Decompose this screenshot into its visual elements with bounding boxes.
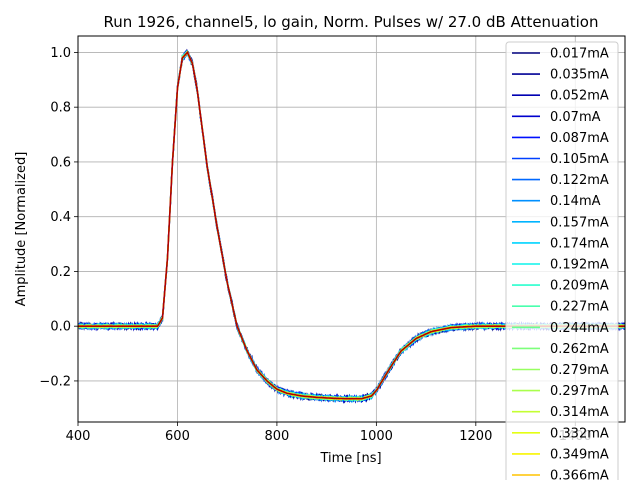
y-tick-label: 1.0 [50,46,71,61]
legend-label: 0.105mA [550,152,609,167]
legend-label: 0.366mA [550,469,609,480]
ticks: 400600800100012001400−0.20.00.20.40.60.8… [39,46,591,444]
chart-title: Run 1926, channel5, lo gain, Norm. Pulse… [103,13,598,31]
x-tick-label: 800 [264,429,289,444]
legend-label: 0.14mA [550,194,601,209]
x-tick-label: 1000 [360,429,393,444]
legend-label: 0.157mA [550,215,609,230]
legend-label: 0.07mA [550,110,601,125]
plot-frame [77,35,626,423]
x-tick-label: 600 [165,429,190,444]
y-axis-label: Amplitude [Normalized] [14,152,29,307]
legend-label: 0.332mA [550,426,609,441]
legend-label: 0.052mA [550,89,609,104]
legend-label: 0.192mA [550,258,609,273]
legend-label: 0.227mA [550,300,609,315]
legend-label: 0.262mA [550,342,609,357]
y-tick-label: −0.2 [39,374,71,389]
x-tick-label: 400 [66,429,91,444]
legend-box [505,41,619,480]
y-tick-label: 0.0 [50,320,71,335]
x-tick-label: 1200 [459,429,492,444]
legend-label: 0.279mA [550,363,609,378]
legend: 0.017mA 0.035mA 0.052mA 0.07mA 0.087mA 0.105m… [505,41,619,480]
legend-label: 0.122mA [550,173,609,188]
legend-label: 0.209mA [550,279,609,294]
legend-label: 0.017mA [550,47,609,62]
y-tick-label: 0.8 [50,101,71,116]
legend-label: 0.349mA [550,447,609,462]
legend-label: 0.087mA [550,131,609,146]
y-tick-label: 0.2 [50,265,71,280]
legend-label: 0.174mA [550,236,609,251]
legend-label: 0.314mA [550,405,609,420]
x-axis-label: Time [ns] [319,451,381,466]
y-tick-label: 0.6 [50,155,71,170]
legend-label: 0.244mA [550,321,609,336]
legend-label: 0.035mA [550,68,609,83]
legend-label: 0.297mA [550,384,609,399]
y-tick-label: 0.4 [50,210,71,225]
